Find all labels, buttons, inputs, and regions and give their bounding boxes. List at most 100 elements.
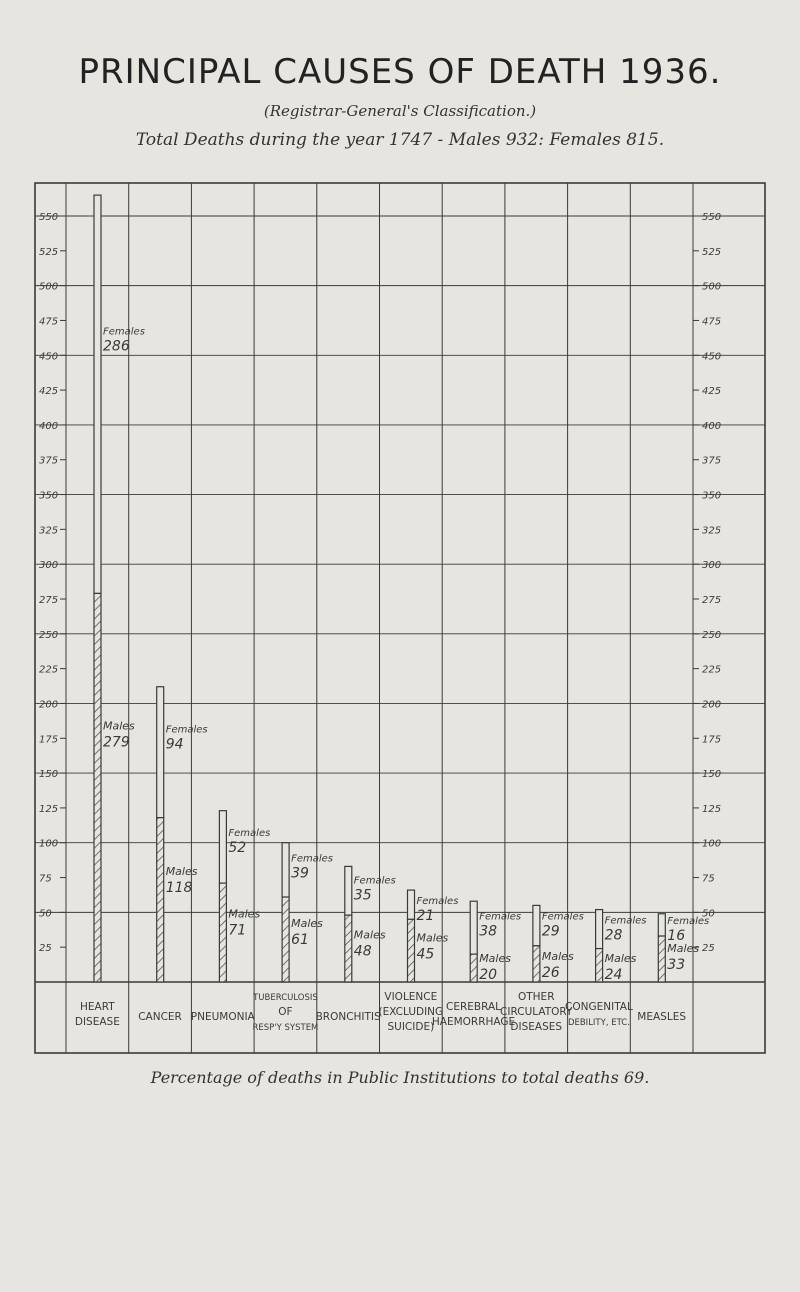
category-label: CEREBRAL (446, 1001, 501, 1013)
y-tick-label-left: 325 (39, 525, 58, 536)
male-label: Males (605, 952, 637, 965)
bar-females (657, 913, 666, 937)
bar-males (93, 592, 102, 983)
y-tick-label-left: 475 (39, 316, 58, 327)
y-tick-label-left: 450 (39, 351, 58, 362)
y-tick-label-left: 500 (39, 282, 58, 293)
category-label: RESP'Y SYSTEM (252, 1023, 318, 1033)
y-tick-label-left: 100 (39, 839, 58, 850)
y-tick-label-right: 100 (702, 839, 721, 850)
female-value-label: 94 (166, 737, 184, 753)
category-label: CIRCULATORY (500, 1006, 573, 1018)
y-tick-label-right: 500 (702, 282, 721, 293)
female-value-label: 38 (479, 924, 497, 940)
y-tick-label-left: 75 (39, 874, 52, 885)
category-label: TUBERCULOSIS (252, 993, 318, 1003)
male-label: Males (228, 908, 260, 921)
y-tick-label-right: 125 (702, 804, 721, 815)
y-tick-label-left: 125 (39, 804, 58, 815)
y-tick-label-left: 25 (39, 943, 52, 954)
male-label: Males (166, 865, 198, 878)
category-label: HEART (80, 1001, 115, 1013)
y-tick-label-right: 350 (702, 491, 721, 502)
y-tick-label-right: 525 (702, 247, 721, 258)
y-tick-label-right: 75 (702, 874, 715, 885)
male-value-label: 20 (479, 967, 497, 983)
category-label: DISEASES (510, 1021, 562, 1033)
category-label: OF (278, 1006, 292, 1018)
category-label: VIOLENCE (384, 991, 437, 1003)
y-tick-label-right: 425 (702, 386, 721, 397)
bar-females (532, 904, 541, 947)
bar-males (532, 945, 541, 983)
male-value-label: 48 (354, 944, 372, 960)
y-tick-label-right: 250 (702, 630, 721, 641)
y-tick-label-left: 225 (39, 665, 58, 676)
y-tick-label-left: 175 (39, 734, 58, 745)
chart-frame (34, 182, 766, 1054)
bar-males (406, 918, 416, 983)
category-label: CANCER (138, 1011, 182, 1023)
male-label: Males (291, 917, 323, 930)
male-label: Males (417, 931, 449, 944)
bar-males (344, 914, 353, 983)
y-tick-label-right: 325 (702, 525, 721, 536)
y-tick-label-left: 375 (39, 456, 58, 467)
y-tick-label-right: 475 (702, 316, 721, 327)
y-tick-label-left: 150 (39, 769, 58, 780)
male-value-label: 24 (605, 967, 623, 983)
female-value-label: 21 (417, 908, 435, 924)
female-value-label: 29 (542, 924, 560, 940)
category-label: OTHER (518, 991, 555, 1003)
female-label: Females (228, 828, 270, 839)
bar-males (594, 947, 604, 983)
y-tick-label-left: 350 (39, 491, 58, 502)
y-tick-label-left: 275 (39, 595, 58, 606)
bar-females (281, 842, 290, 898)
male-value-label: 33 (667, 957, 685, 973)
y-tick-label-left: 525 (39, 247, 58, 258)
bar-males (281, 896, 290, 983)
bar-males (218, 882, 227, 983)
y-tick-label-left: 550 (39, 212, 58, 223)
male-label: Males (103, 719, 135, 732)
category-label: MEASLES (637, 1011, 686, 1023)
y-tick-label-right: 150 (702, 769, 721, 780)
bar-males (469, 953, 478, 983)
female-label: Females (667, 916, 709, 927)
footnote: Percentage of deaths in Public Instituti… (150, 1068, 650, 1087)
bar-females (344, 865, 353, 916)
y-tick-label-right: 175 (702, 734, 721, 745)
y-tick-label-left: 400 (39, 421, 58, 432)
female-value-label: 35 (354, 887, 372, 903)
male-value-label: 279 (103, 734, 130, 750)
y-tick-label-right: 400 (702, 421, 721, 432)
category-label: BRONCHITIS (316, 1011, 381, 1023)
female-label: Females (354, 875, 396, 886)
y-tick-label-right: 550 (702, 212, 721, 223)
male-value-label: 61 (291, 932, 309, 948)
female-value-label: 52 (228, 840, 246, 856)
male-label: Males (542, 950, 574, 963)
y-tick-label-left: 425 (39, 386, 58, 397)
male-value-label: 45 (417, 946, 435, 962)
category-label: CONGENITAL (565, 1001, 633, 1013)
category-label: PNEUMONIA (191, 1011, 256, 1023)
totals-line: Total Deaths during the year 1747 - Male… (135, 130, 665, 150)
bar-females (594, 908, 604, 950)
female-label: Females (417, 896, 459, 907)
female-label: Females (166, 725, 208, 736)
y-tick-label-left: 300 (39, 560, 58, 571)
category-label: (EXCLUDING (379, 1006, 444, 1018)
y-tick-label-right: 50 (702, 908, 715, 919)
male-label: Males (354, 929, 386, 942)
female-label: Females (479, 912, 521, 923)
bar-males (156, 817, 165, 983)
y-tick-label-right: 450 (702, 351, 721, 362)
bar-females (156, 686, 165, 819)
female-value-label: 16 (667, 928, 685, 944)
male-value-label: 71 (228, 923, 246, 939)
y-tick-label-right: 275 (702, 595, 721, 606)
category-label: DISEASE (75, 1016, 120, 1028)
